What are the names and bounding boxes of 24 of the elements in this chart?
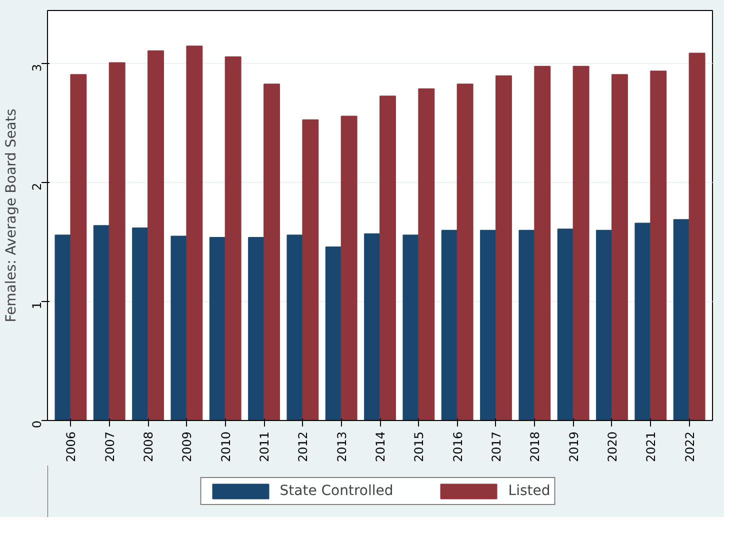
x-tick-label: 2013 (334, 431, 349, 462)
x-tick-label: 2007 (102, 431, 117, 462)
y-tick-label: 0 (30, 420, 44, 428)
x-tick-label: 2011 (258, 431, 272, 462)
legend-label: State Controlled (280, 483, 394, 499)
x-tick-label: 2009 (180, 431, 194, 462)
x-tick-label: 2017 (489, 431, 504, 462)
x-tick-label: 2015 (412, 431, 426, 462)
x-tick-label: 2018 (528, 431, 542, 462)
x-tick-label: 2021 (644, 431, 658, 462)
x-tick-label: 2010 (218, 431, 233, 462)
y-tick-label: 3 (30, 64, 44, 72)
x-tick-label: 2019 (566, 431, 581, 462)
y-tick-label: 1 (30, 302, 44, 310)
x-tick-label: 2008 (142, 431, 156, 462)
x-tick-label: 2022 (682, 431, 697, 462)
x-tick-label: 2012 (296, 431, 310, 462)
y-tick-label: 2 (30, 182, 44, 190)
x-tick-label: 2016 (450, 431, 465, 462)
x-tick-label: 2020 (605, 431, 620, 462)
legend-label: Listed (508, 483, 550, 499)
x-tick-label: 2006 (64, 431, 78, 462)
y-axis-title: Females: Average Board Seats (4, 108, 20, 322)
x-tick-label: 2014 (374, 431, 388, 462)
